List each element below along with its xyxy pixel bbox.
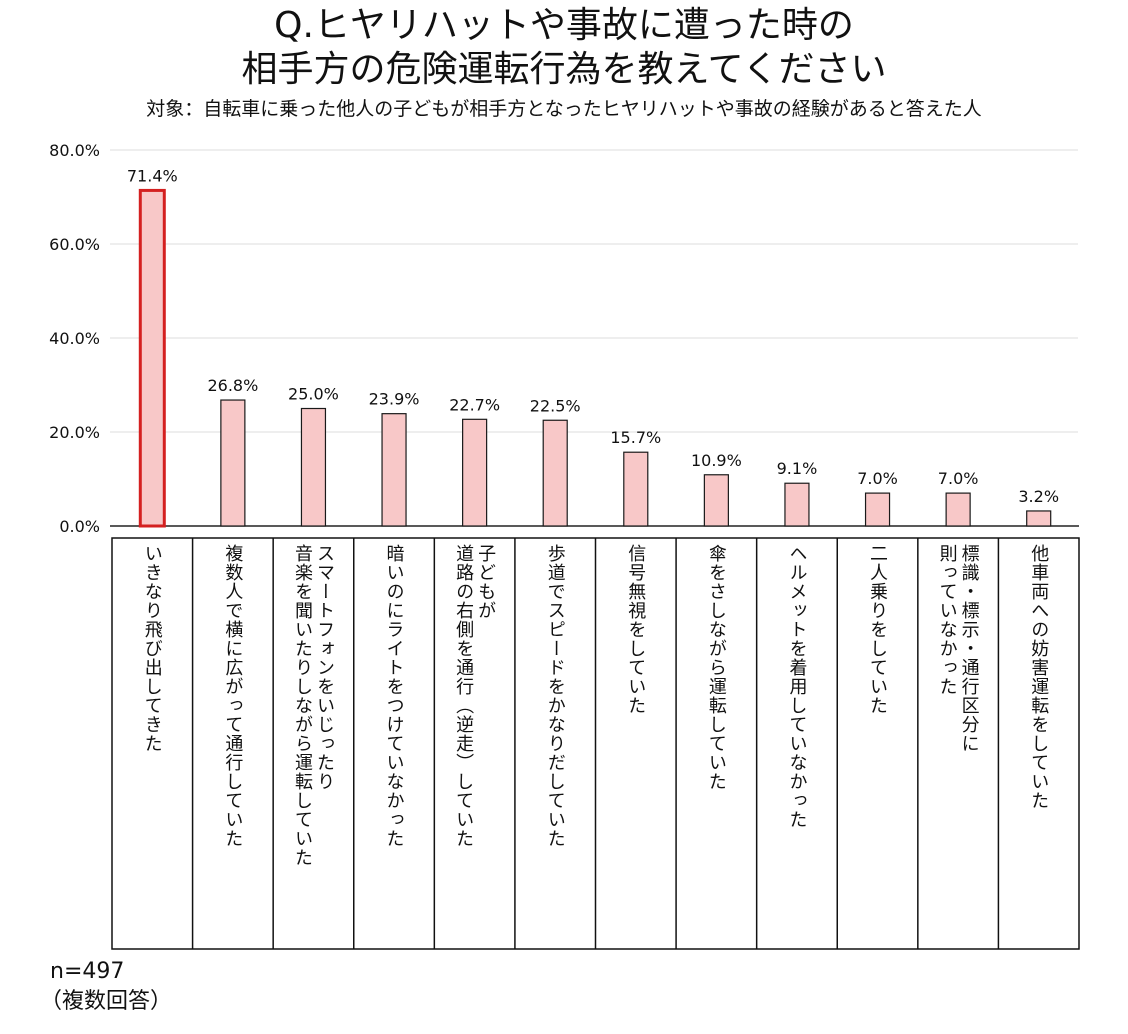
y-tick-label: 0.0% xyxy=(59,517,100,536)
sample-size-label: n=497 xyxy=(50,959,125,984)
category-label: 道路の右側を通行（逆走）していた xyxy=(453,544,474,848)
bar xyxy=(138,188,166,528)
bar xyxy=(623,451,649,527)
data-label: 10.9% xyxy=(691,451,742,470)
bar xyxy=(381,413,407,527)
data-label: 7.0% xyxy=(857,469,898,488)
category-label: 信号無視をしていた xyxy=(625,544,646,715)
y-tick-label: 20.0% xyxy=(49,423,100,442)
data-label: 15.7% xyxy=(610,428,661,447)
data-label: 23.9% xyxy=(369,390,420,409)
data-label: 26.8% xyxy=(207,376,258,395)
chart-title-line-1: Q.ヒヤリハットや事故に遭った時の xyxy=(274,5,854,46)
y-tick-label: 80.0% xyxy=(49,141,100,160)
data-label: 22.5% xyxy=(530,396,581,415)
data-label: 7.0% xyxy=(938,469,979,488)
category-label: 則っていなかった xyxy=(937,544,958,696)
bar xyxy=(220,399,246,527)
data-label: 25.0% xyxy=(288,385,339,404)
category-label: ヘルメットを着用していなかった xyxy=(786,544,807,829)
category-label: 複数人で横に広がって通行していた xyxy=(222,544,243,848)
bar xyxy=(300,407,327,527)
multiple-answer-note: （複数回答） xyxy=(40,989,173,1014)
chart-title-line-2: 相手方の危険運転行為を教えてください xyxy=(241,49,887,90)
chart-subtitle: 対象：自転車に乗った他人の子どもが相手方となったヒヤリハットや事故の経験があると… xyxy=(146,98,982,120)
category-label: 傘をさしながら運転していた xyxy=(706,544,727,791)
bar xyxy=(864,492,891,527)
category-label: 他車両への妨害運転をしていた xyxy=(1028,544,1049,810)
category-label: スマートフォンをいじったり xyxy=(314,544,335,791)
category-label: 二人乗りをしていた xyxy=(867,544,888,715)
y-tick-label: 40.0% xyxy=(49,329,100,348)
bar xyxy=(703,474,729,527)
y-tick-label: 60.0% xyxy=(49,235,100,254)
data-label: 22.7% xyxy=(449,395,500,414)
category-label: 暗いのにライトをつけていなかった xyxy=(384,544,405,848)
data-label: 9.1% xyxy=(777,459,818,478)
bar xyxy=(542,419,568,527)
category-label: 歩道でスピードをかなりだしていた xyxy=(545,544,566,848)
bar xyxy=(462,418,488,527)
bar xyxy=(945,492,971,527)
category-label: 標識・標示・通行区分に xyxy=(959,544,980,753)
bar xyxy=(1026,510,1052,527)
category-label: いきなり飛び出してきた xyxy=(142,544,163,753)
bar xyxy=(784,482,810,527)
data-label: 71.4% xyxy=(127,166,178,185)
category-label: 音楽を聞いたりしながら運転していた xyxy=(292,544,313,867)
data-label: 3.2% xyxy=(1018,487,1059,506)
category-label: 子どもが xyxy=(475,544,496,620)
